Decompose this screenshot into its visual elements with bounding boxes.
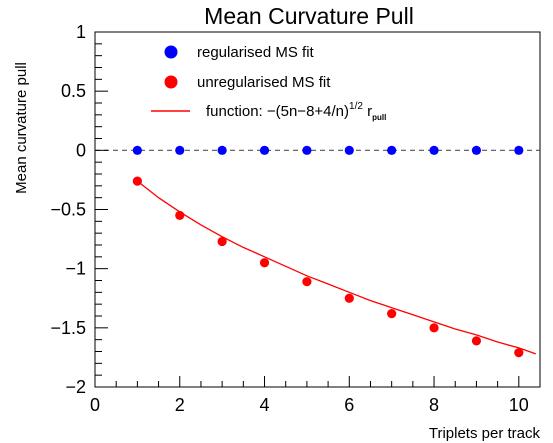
function-curve <box>136 180 537 355</box>
legend-marker-regularised <box>164 45 178 59</box>
legend-marker-unregularised <box>164 75 178 89</box>
unregularised-point <box>387 309 397 319</box>
y-tick-label: 0.5 <box>61 81 86 101</box>
regularised-point <box>302 145 312 155</box>
x-tick-label: 10 <box>509 395 529 415</box>
unregularised-point <box>514 348 524 358</box>
y-tick-label: 0 <box>76 140 86 160</box>
unregularised-point <box>175 210 185 221</box>
legend-label-unregularised: unregularised MS fit <box>197 74 331 91</box>
y-tick-label: −0.5 <box>50 200 86 220</box>
y-tick-label: −1.5 <box>50 318 86 338</box>
unregularised-point <box>429 323 439 333</box>
regularised-point <box>259 145 270 155</box>
chart-title: Mean Curvature Pull <box>204 3 414 29</box>
legend-label-function: function: −(5n−8+4/n)1/2 rpull <box>206 101 386 122</box>
unregularised-point <box>132 176 142 186</box>
x-tick-label: 8 <box>429 395 439 415</box>
y-axis-label: Mean curvature pull <box>13 62 30 194</box>
x-tick-label: 4 <box>260 395 270 415</box>
y-tick-label: −1 <box>65 259 86 279</box>
unregularised-point <box>217 236 227 247</box>
regularised-point <box>387 145 397 155</box>
unregularised-point <box>259 258 270 268</box>
legend: regularised MS fit unregularised MS fit fu… <box>151 44 386 122</box>
x-tick-label: 6 <box>344 395 354 415</box>
regularised-point <box>344 145 354 155</box>
y-tick-label: 1 <box>76 22 86 42</box>
y-tick-label: −2 <box>65 377 86 397</box>
regularised-point <box>217 145 227 155</box>
regularised-point <box>429 145 439 155</box>
unregularised-point <box>344 293 354 303</box>
legend-label-regularised: regularised MS fit <box>197 44 315 61</box>
regularised-point <box>175 145 185 155</box>
x-tick-label: 0 <box>90 395 100 415</box>
x-tick-label: 2 <box>175 395 185 415</box>
regularised-point <box>471 145 482 155</box>
regularised-point <box>132 145 142 155</box>
regularised-point <box>514 145 524 155</box>
x-axis-label: Triplets per track <box>429 425 541 442</box>
unregularised-point <box>471 336 482 346</box>
unregularised-point <box>302 277 312 287</box>
